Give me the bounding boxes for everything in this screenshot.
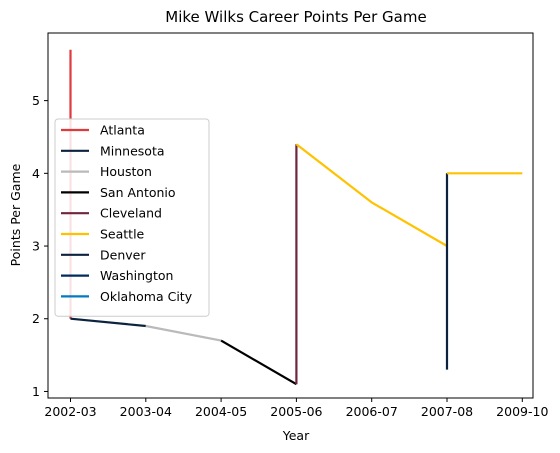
legend-label-seattle: Seattle [100,227,145,242]
x-axis: 2002-03 2003-04 2004-05 2005-06 2006-07 2007-… [44,398,548,419]
series-line-san-antonio-3 [220,339,297,386]
y-tick-label: 3 [32,239,40,254]
series-line-seattle-5 [295,143,448,247]
legend-label-san-antonio: San Antonio [100,185,176,200]
plot-frame [47,32,534,399]
legend-label-oklahoma-city: Oklahoma City [100,289,193,304]
x-tick-label: 2005-06 [270,404,322,419]
series-line-minnesota-1 [70,317,146,328]
x-tick-label: 2006-07 [346,404,398,419]
series-line-houston-2 [145,324,222,342]
y-axis-title: Points Per Game [8,163,23,266]
chart-title: Mike Wilks Career Points Per Game [165,8,426,26]
legend-box [54,118,210,317]
x-axis-title: Year [282,428,310,443]
y-tick-label: 2 [32,311,40,326]
legend-label-cleveland: Cleveland [100,206,162,221]
x-tick-label: 2003-04 [120,404,172,419]
legend-label-houston: Houston [100,164,152,179]
legend-label-denver: Denver [100,247,146,262]
x-tick-label: 2007-08 [421,404,473,419]
y-tick-label: 4 [32,166,40,181]
legend-label-atlanta: Atlanta [100,123,145,138]
legend: Atlanta Minnesota Houston San Antonio Clevel… [54,118,210,317]
legend-label-washington: Washington [100,268,173,283]
y-tick-label: 5 [32,93,40,108]
x-tick-label: 2002-03 [44,404,96,419]
x-tick-label: 2004-05 [195,404,247,419]
legend-label-minnesota: Minnesota [100,143,165,158]
y-tick-label: 1 [32,384,40,399]
y-axis: 1 2 3 4 5 [32,93,48,399]
x-tick-label: 2009-10 [496,404,548,419]
